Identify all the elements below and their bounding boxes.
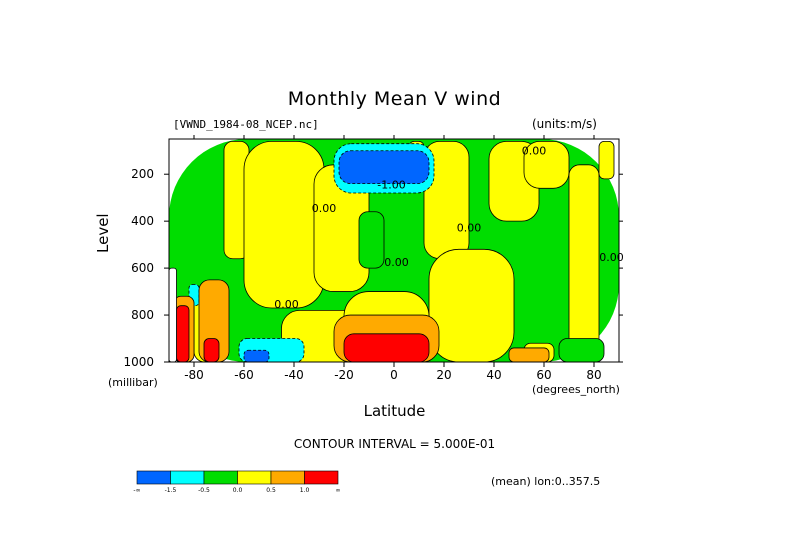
x-axis-unit: (degrees_north): [532, 383, 620, 396]
colorbar-label: -∞: [133, 487, 140, 494]
contour-label: 0.00: [457, 222, 482, 235]
contour-region: [243, 140, 325, 309]
y-tick-label: 400: [131, 214, 154, 228]
y-tick-label: 600: [131, 261, 154, 275]
colorbar-swatch: [170, 470, 205, 485]
x-tick-label: 40: [486, 368, 501, 382]
contour-region: [508, 347, 550, 362]
contour-region: [243, 349, 270, 362]
mean-info-text: (mean) lon:0..357.5: [491, 475, 601, 488]
chart-title: Monthly Mean V wind: [287, 88, 502, 110]
contour-region: [568, 164, 600, 362]
units-label: (units:m/s): [532, 117, 597, 131]
dataset-label: [VWND_1984-08_NCEP.nc]: [173, 118, 319, 131]
contour-label: 0.00: [274, 298, 299, 311]
contour-region: [598, 140, 615, 180]
contour-region: [338, 150, 430, 185]
colorbar-label: -1.5: [165, 487, 177, 494]
contour-region: [169, 267, 177, 362]
x-tick-label: 20: [436, 368, 451, 382]
x-tick-label: -20: [334, 368, 354, 382]
x-tick-label: -60: [234, 368, 254, 382]
contour-interval-text: CONTOUR INTERVAL = 5.000E-01: [293, 437, 496, 451]
contour-region: [343, 333, 430, 362]
colorbar-swatch: [136, 470, 171, 485]
contour-region: [428, 248, 515, 362]
colorbar-label: ∞: [336, 487, 341, 494]
contour-label: 0.00: [599, 251, 624, 264]
colorbar-swatch: [203, 470, 238, 485]
colorbar-label: -0.5: [198, 487, 210, 494]
contour-region: [558, 338, 605, 362]
x-tick-label: 60: [536, 368, 551, 382]
colorbar-label: 0.5: [266, 487, 276, 494]
contour-region: [176, 305, 190, 362]
contour-label: 0.00: [384, 256, 409, 269]
contour-label: 0.00: [522, 144, 547, 157]
y-tick-label: 200: [131, 167, 154, 181]
y-axis-unit: (millibar): [108, 376, 158, 389]
x-tick-label: 0: [390, 368, 398, 382]
contour-region: [523, 140, 570, 189]
x-axis-label: Latitude: [363, 402, 426, 420]
contour-region: [203, 338, 220, 362]
colorbar-label: 0.0: [233, 487, 243, 494]
y-tick-label: 800: [131, 308, 154, 322]
colorbar-swatch: [304, 470, 339, 485]
contour-fill-group: [169, 139, 619, 362]
colorbar-label: 1.0: [300, 487, 310, 494]
contour-region: [358, 211, 385, 269]
colorbar-swatch: [270, 470, 305, 485]
y-tick-label: 1000: [123, 355, 154, 369]
contour-label: 0.00: [312, 202, 337, 215]
contour-label: -1.00: [377, 178, 405, 191]
x-tick-label: -40: [284, 368, 304, 382]
colorbar-swatch: [237, 470, 272, 485]
x-tick-label: 80: [586, 368, 601, 382]
x-tick-label: -80: [184, 368, 204, 382]
